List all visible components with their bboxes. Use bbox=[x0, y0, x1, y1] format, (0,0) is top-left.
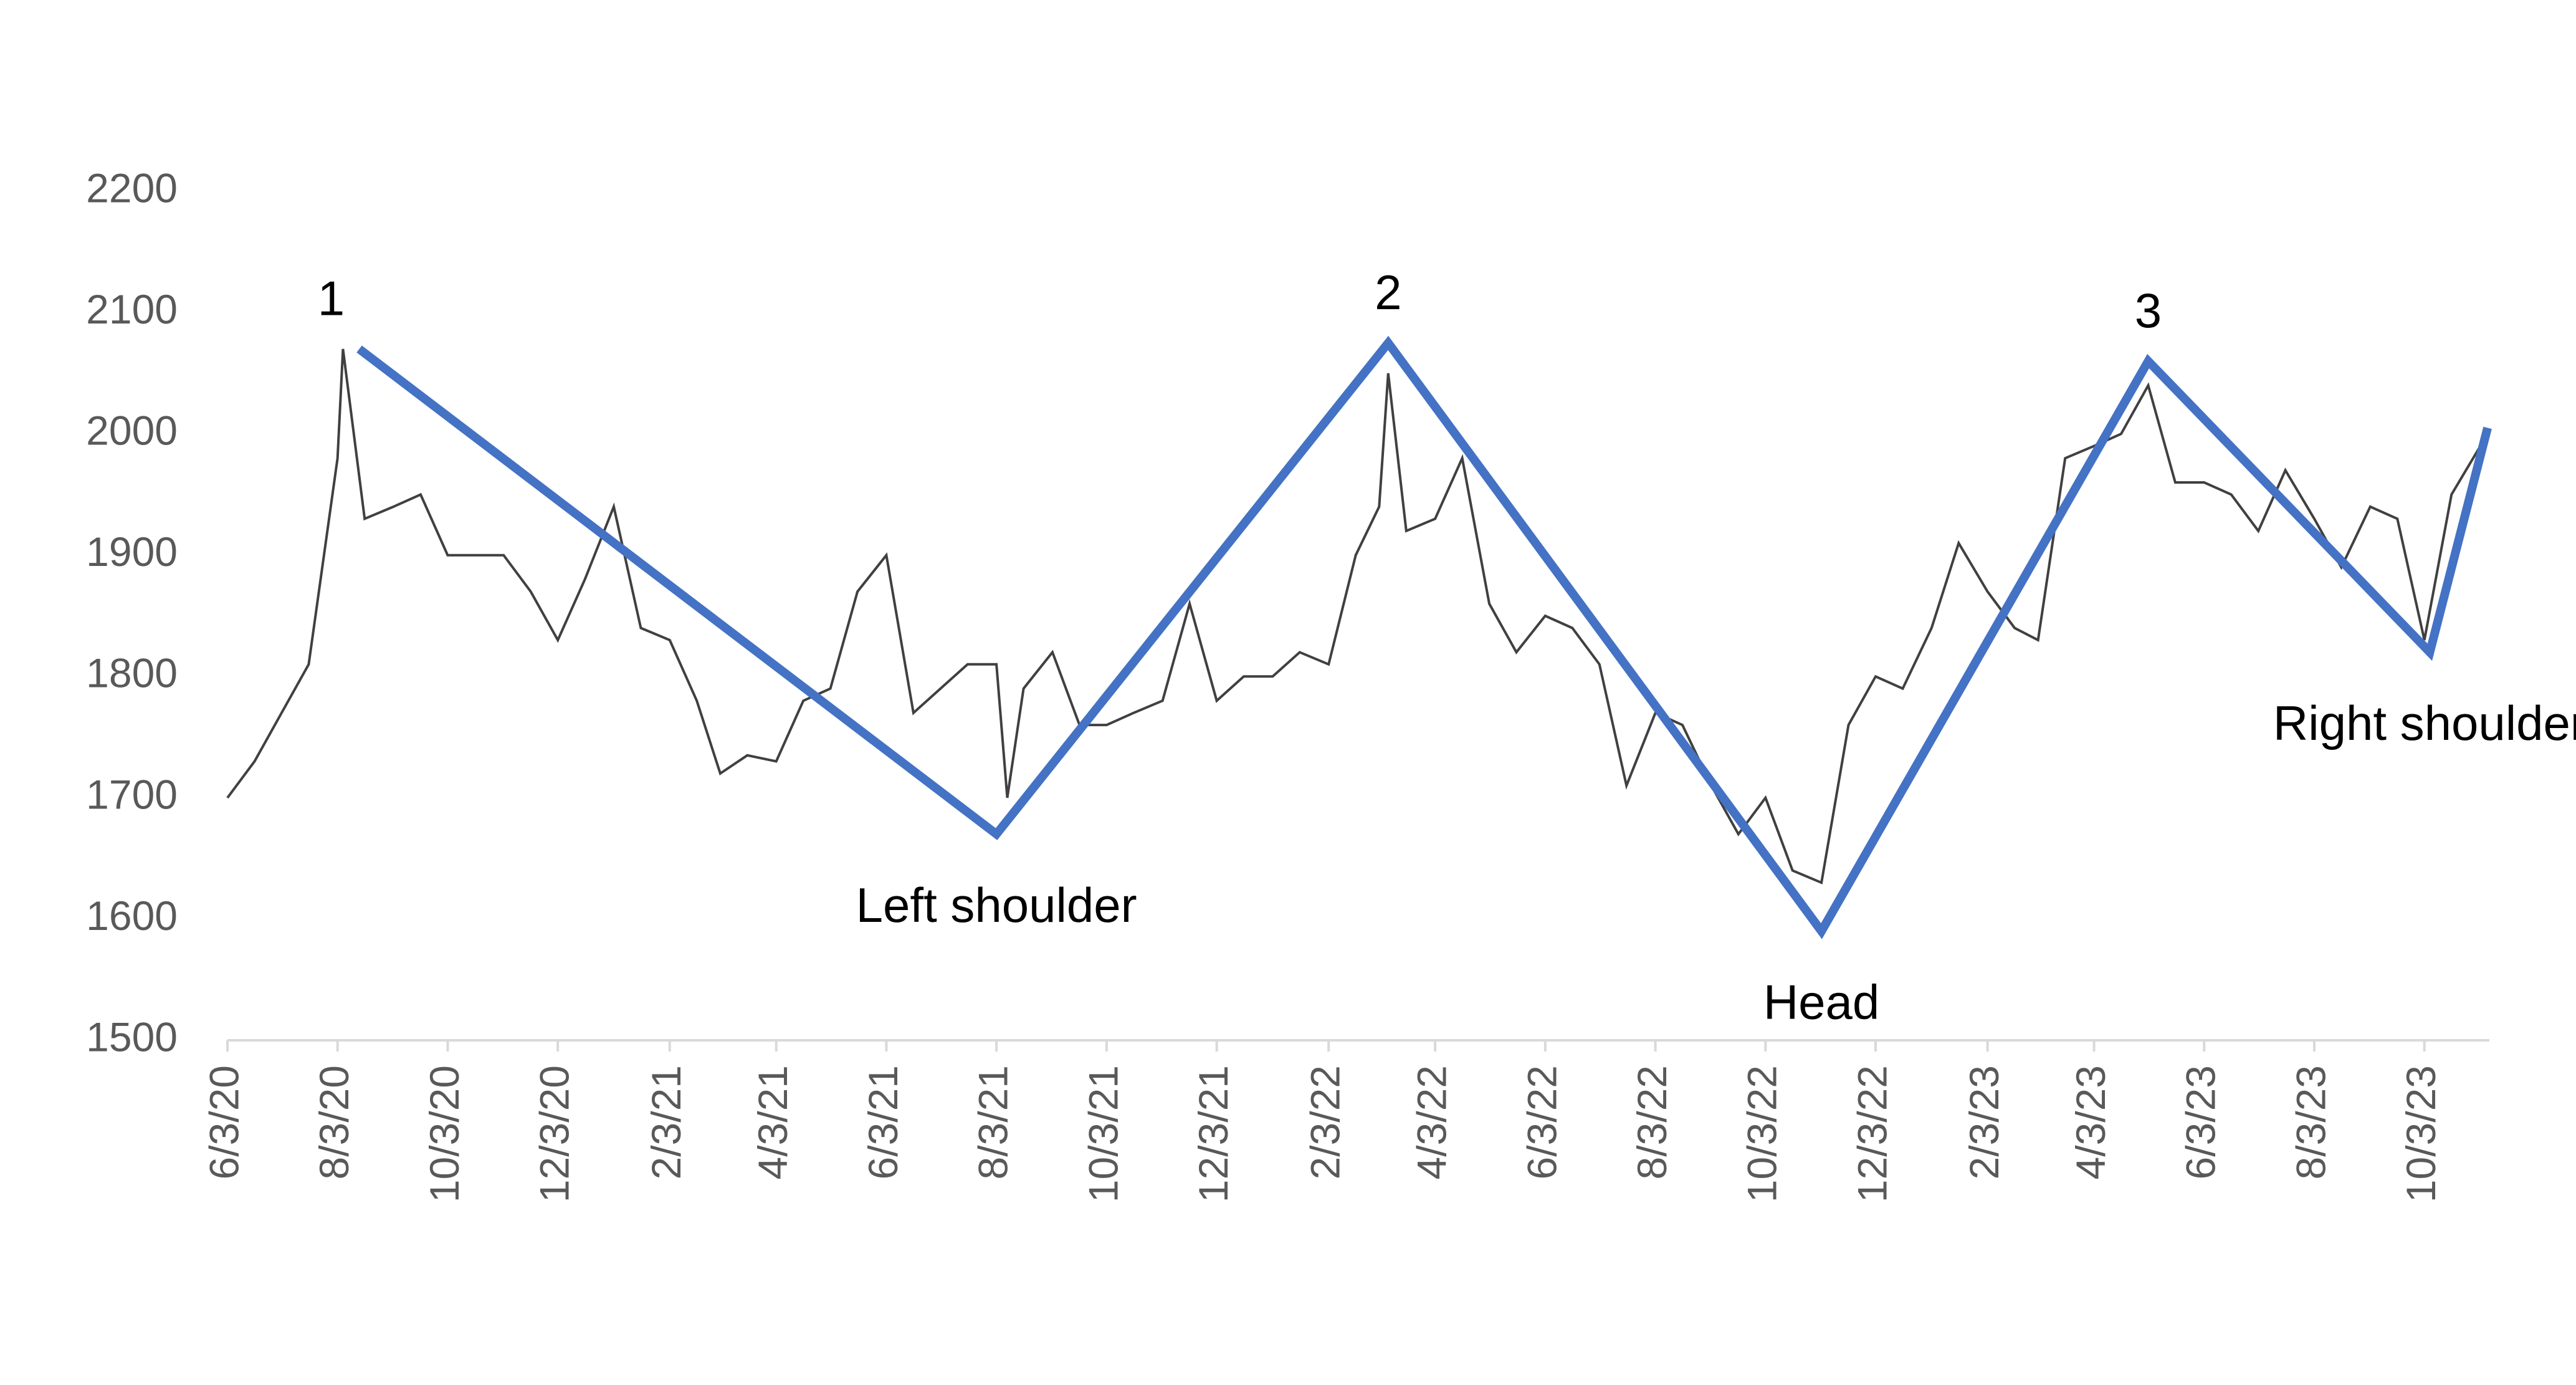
y-tick-label: 2100 bbox=[86, 286, 178, 332]
y-tick-label: 2000 bbox=[86, 408, 178, 454]
x-tick-label: 10/3/21 bbox=[1080, 1065, 1126, 1202]
x-tick-label: 10/3/22 bbox=[1739, 1065, 1785, 1202]
x-tick-label: 2/3/22 bbox=[1302, 1065, 1348, 1180]
x-tick-label: 10/3/23 bbox=[2398, 1065, 2444, 1202]
x-tick-label: 10/3/20 bbox=[421, 1065, 467, 1202]
y-tick-label: 1600 bbox=[86, 893, 178, 939]
x-tick-label: 12/3/22 bbox=[1849, 1065, 1895, 1202]
y-tick-label: 1700 bbox=[86, 771, 178, 817]
annotation: Right shoulder bbox=[2273, 696, 2576, 750]
x-tick-label: 6/3/23 bbox=[2178, 1065, 2224, 1180]
annotation: Left shoulder bbox=[856, 878, 1137, 932]
x-tick-label: 12/3/20 bbox=[532, 1065, 578, 1202]
price-line bbox=[226, 348, 2482, 884]
y-tick-label: 2200 bbox=[86, 165, 178, 211]
x-tick-label: 4/3/21 bbox=[750, 1065, 796, 1180]
pattern-line bbox=[356, 335, 2492, 939]
y-tick-label: 1500 bbox=[86, 1014, 178, 1060]
x-tick-label: 8/3/22 bbox=[1629, 1065, 1675, 1180]
x-tick-label: 4/3/23 bbox=[2068, 1065, 2114, 1180]
x-tick-label: 4/3/22 bbox=[1409, 1065, 1455, 1180]
x-tick-label: 8/3/21 bbox=[970, 1065, 1016, 1180]
y-tick-label: 1800 bbox=[86, 650, 178, 696]
x-tick-label: 6/3/22 bbox=[1519, 1065, 1565, 1180]
x-tick-label: 6/3/21 bbox=[860, 1065, 906, 1180]
x-tick-label: 2/3/21 bbox=[643, 1065, 689, 1180]
x-tick-label: 8/3/20 bbox=[311, 1065, 357, 1180]
annotation: 2 bbox=[1375, 265, 1401, 320]
x-tick-label: 12/3/21 bbox=[1190, 1065, 1236, 1202]
annotation: Head bbox=[1763, 974, 1879, 1029]
annotation: 3 bbox=[2135, 283, 2162, 338]
y-tick-label: 1900 bbox=[86, 529, 178, 575]
x-tick-label: 8/3/23 bbox=[2287, 1065, 2334, 1180]
x-tick-label: 2/3/23 bbox=[1961, 1065, 2007, 1180]
annotation: 1 bbox=[318, 271, 345, 326]
x-tick-label: 6/3/20 bbox=[201, 1065, 247, 1180]
